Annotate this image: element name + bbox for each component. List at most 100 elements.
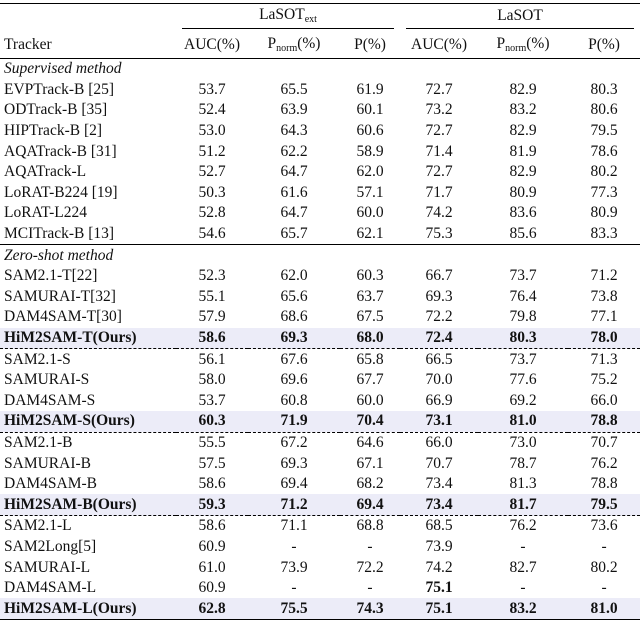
metric-cell: 55.1 — [198, 287, 226, 305]
metric-cell: 74.2 — [425, 204, 453, 222]
metric-cell: 81.7 — [509, 495, 537, 513]
metric-cell: 82.9 — [509, 163, 537, 181]
metric-cell: 65.7 — [280, 225, 308, 243]
table-row: DAM4SAM-L 60.9 - - 75.1 - - — [0, 578, 640, 599]
metric-cell: 60.0 — [356, 204, 384, 222]
metric-cell: 73.0 — [478, 431, 569, 454]
tracker-name: SAMURAI-B — [4, 454, 91, 472]
tracker-name: LoRAT-L224 — [4, 204, 87, 222]
metric-cell: 77.1 — [590, 308, 618, 326]
metric-cell: 83.2 — [478, 598, 569, 621]
column-header: Pnorm(%) — [478, 31, 569, 59]
metric-cell: 73.7 — [509, 267, 537, 285]
table-row: SAMURAI-B 57.5 69.3 67.1 70.7 78.7 76.2 — [0, 453, 640, 474]
metric-cell: 72.7 — [425, 163, 453, 181]
tracker-name: DAM4SAM-L — [4, 579, 97, 597]
metric-cell: 64.6 — [340, 431, 401, 454]
metric-cell: 66.0 — [400, 431, 479, 454]
metric-cell: 62.8 — [176, 598, 248, 621]
metric-cell: 64.7 — [280, 204, 308, 222]
metric-cell: 72.7 — [425, 122, 453, 140]
column-header: AUC(%) — [176, 31, 248, 59]
metric-cell: - — [367, 579, 373, 597]
tracker-name: MCITrack-B [13] — [4, 225, 115, 243]
metric-cell: 66.7 — [425, 267, 453, 285]
metric-cell: 75.3 — [425, 225, 453, 243]
metric-cell: 81.9 — [509, 142, 537, 160]
group-header: LaSOT — [400, 3, 640, 31]
metric-cell: 66.0 — [590, 391, 618, 409]
metric-cell: 55.5 — [176, 431, 248, 454]
metric-cell: 79.5 — [590, 495, 618, 513]
page: LaSOText LaSOT Tracker AUC(%) Pnorm(%) P(%)… — [0, 3, 640, 633]
metric-cell: 73.4 — [425, 475, 453, 493]
metric-cell: 66.9 — [425, 391, 453, 409]
column-header: P(%) — [340, 31, 401, 59]
metric-cell: 52.7 — [198, 163, 226, 181]
column-header-text: P(%) — [354, 35, 386, 53]
group-header-text: LaSOT — [406, 7, 635, 29]
table-row: SAM2.1-T[22] 52.3 62.0 60.3 66.7 73.7 71.2 — [0, 266, 640, 287]
column-header-text: P(%) — [588, 35, 620, 53]
metric-cell: 80.6 — [590, 101, 618, 119]
metric-cell: 75.5 — [248, 598, 340, 621]
column-header-text: Tracker — [4, 35, 52, 53]
metric-cell: 51.2 — [198, 142, 226, 160]
metric-cell: 82.7 — [509, 558, 537, 576]
metric-cell: 71.1 — [248, 515, 340, 537]
metric-cell: 64.3 — [280, 122, 308, 140]
metric-cell: 72.7 — [425, 80, 453, 98]
metric-cell: 78.0 — [590, 329, 618, 347]
table-row: DAM4SAM-T[30] 57.9 68.6 67.5 72.2 79.8 77.1 — [0, 307, 640, 328]
metric-cell: 60.6 — [356, 122, 384, 140]
table-row: ODTrack-B [35] 52.4 63.9 60.1 73.2 83.2 80.6 — [0, 100, 640, 121]
metric-cell: 60.0 — [356, 391, 384, 409]
tracker-name: AQATrack-B [31] — [4, 142, 117, 160]
table-row: EVPTrack-B [25] 53.7 65.5 61.9 72.7 82.9 80.3 — [0, 80, 640, 101]
table-row: SAMURAI-T[32] 55.1 65.6 63.7 69.3 76.4 73.8 — [0, 287, 640, 308]
metric-cell: 67.5 — [356, 308, 384, 326]
metric-cell: 82.9 — [509, 80, 537, 98]
table-row: SAM2Long[5] 60.9 - - 73.9 - - — [0, 537, 640, 558]
tracker-name: DAM4SAM-S — [4, 391, 96, 409]
metric-cell: 59.3 — [198, 495, 226, 513]
tracker-name: DAM4SAM-T[30] — [4, 308, 122, 326]
metric-cell: 53.7 — [198, 391, 226, 409]
metric-cell: 76.2 — [478, 515, 569, 537]
table-row: SAMURAI-S 58.0 69.6 67.7 70.0 77.6 75.2 — [0, 370, 640, 391]
metric-cell: 66.5 — [400, 348, 479, 370]
column-header-suffix: (%) — [297, 35, 321, 52]
metric-cell: 74.3 — [340, 598, 401, 621]
tracker-name: EVPTrack-B [25] — [4, 80, 115, 98]
metric-cell: 63.7 — [356, 287, 384, 305]
tracker-name: ODTrack-B [35] — [4, 101, 108, 119]
metric-cell: 52.8 — [198, 204, 226, 222]
metric-cell: 71.2 — [280, 495, 308, 513]
metric-cell: 68.6 — [280, 308, 308, 326]
metric-cell: 76.4 — [509, 287, 537, 305]
metric-cell: 60.1 — [356, 101, 384, 119]
metric-cell: - — [291, 579, 297, 597]
metric-cell: 81.3 — [509, 475, 537, 493]
metric-cell: 70.7 — [425, 454, 453, 472]
metric-cell: 68.2 — [356, 475, 384, 493]
metric-cell: 70.0 — [425, 371, 453, 389]
metric-cell: 58.6 — [198, 475, 226, 493]
column-header: Tracker — [0, 31, 176, 59]
metric-cell: 73.4 — [425, 495, 453, 513]
table-row: LoRAT-B224 [19] 50.3 61.6 57.1 71.7 80.9 77.3 — [0, 183, 640, 204]
metric-cell: 65.5 — [280, 80, 308, 98]
table-row: AQATrack-L 52.7 64.7 62.0 72.7 82.9 80.2 — [0, 162, 640, 183]
metric-cell: 80.3 — [509, 329, 537, 347]
table-row: MCITrack-B [13] 54.6 65.7 62.1 75.3 85.6 83.3 — [0, 224, 640, 245]
metric-cell: 62.2 — [280, 142, 308, 160]
metric-cell: 69.2 — [509, 391, 537, 409]
metric-cell: 52.4 — [198, 101, 226, 119]
column-header: P(%) — [568, 31, 640, 59]
metric-cell: 78.7 — [509, 454, 537, 472]
metric-cell: 80.2 — [590, 558, 618, 576]
metric-cell: 73.7 — [478, 348, 569, 370]
table-row: HiM2SAM-B(Ours) 59.3 71.2 69.4 73.4 81.7 79.5 — [0, 494, 640, 516]
group-sub: ext — [304, 14, 317, 25]
metric-cell: 62.0 — [356, 163, 384, 181]
